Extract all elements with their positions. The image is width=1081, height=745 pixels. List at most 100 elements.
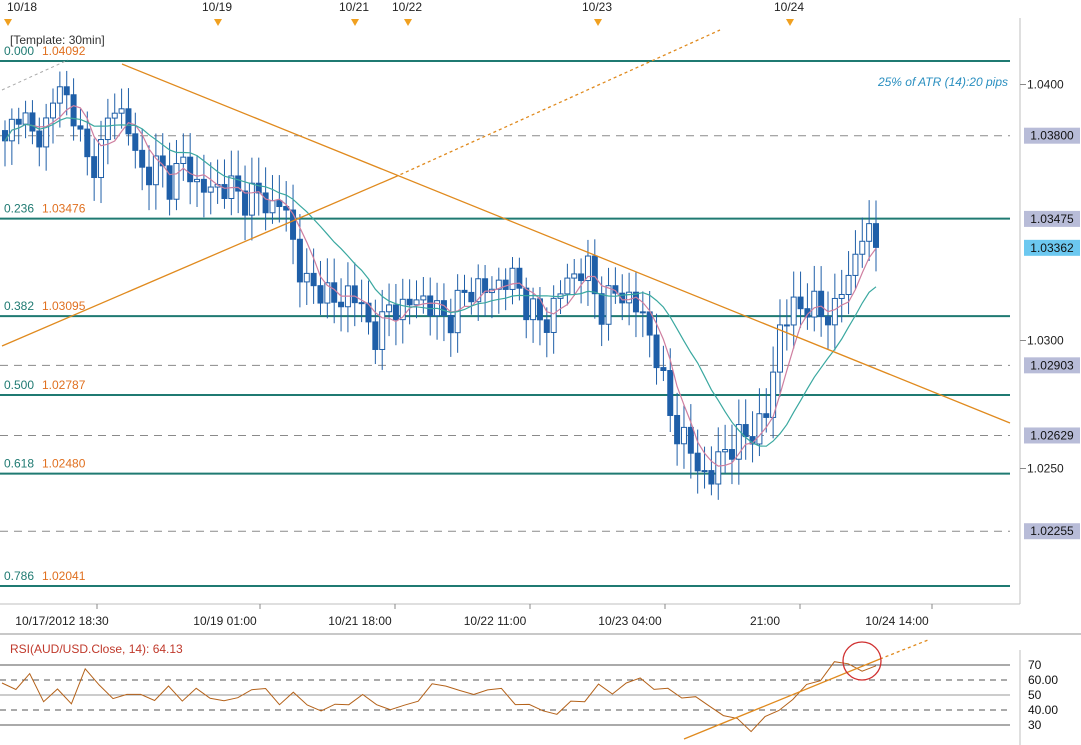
time-axis-label: 21:00 [750,614,780,628]
moving-average-slow [4,117,877,447]
candle-body [578,273,585,282]
breakout-circle [842,641,882,681]
fib-ratio-label: 0.382 [4,299,34,313]
candle-body [63,86,70,96]
uptrend-line [1,176,396,347]
top-date-label: 10/21 [339,0,369,14]
candle-body [722,449,729,453]
candle-body [221,184,228,199]
candle-body [166,165,173,200]
candle-body [495,279,502,290]
candle-body [36,130,43,148]
time-axis-label: 10/23 04:00 [598,614,662,628]
candle-body [873,223,879,248]
candle-body [708,470,715,485]
candle-body [194,178,201,183]
candle-body [653,334,660,369]
candle-body [646,311,653,336]
candle-body [701,470,708,473]
candle-body [790,296,797,326]
candle-body [626,291,633,304]
candle-body [324,282,331,304]
candle-body [818,290,825,318]
candle-body [824,316,831,326]
top-date-label: 10/18 [7,0,37,14]
candle-body [379,311,386,350]
candle-body [358,302,365,305]
event-marker [594,19,602,26]
price-tag [1024,127,1080,144]
time-axis-label: 10/17/2012 18:30 [15,614,109,628]
price-tag [1024,210,1080,227]
price-tag [1024,523,1080,540]
time-axis-label: 10/19 01:00 [193,614,257,628]
candle-body [2,130,8,142]
candle-body [98,139,105,179]
candle-body [91,156,98,179]
top-date-label: 10/22 [392,0,422,14]
candle-body [728,449,735,460]
uptrend-extension-line [394,29,721,178]
candle-body [262,192,269,214]
faint-trend-line [1,59,69,91]
candle-body [70,94,77,127]
candle-body [296,238,303,283]
fib-price-label: 1.03476 [42,202,86,216]
candle-body [386,304,393,313]
candle-body [735,424,742,460]
candle-body [303,272,310,283]
candle-body [56,86,63,104]
candle-body [125,108,132,135]
fib-ratio-label: 0.236 [4,202,34,216]
price-tick-label: 1.0250 [1027,462,1064,476]
fib-price-label: 1.03095 [42,299,86,313]
time-axis-label: 10/24 14:00 [865,614,929,628]
candle-body [139,149,146,168]
candle-body [783,324,790,327]
candle-body [406,298,413,306]
price-tag [1024,427,1080,444]
candle-body [413,299,420,306]
candle-body [845,274,852,295]
candle-body [187,156,194,183]
candle-body [146,166,153,186]
pane-separator [0,633,1081,635]
time-axis-label: 10/21 18:00 [328,614,392,628]
candle-body [763,413,770,418]
candle-body [838,293,845,299]
candle-body [447,314,454,334]
candle-body [207,186,214,193]
candle-body [797,296,804,310]
candle-body [598,293,605,325]
rsi-axis-label: 70 [1028,658,1042,672]
candle-body [530,298,537,321]
fib-price-label: 1.02480 [42,457,86,471]
price-tag [1024,357,1080,374]
candle-body [715,451,722,485]
event-marker [4,19,12,26]
rsi-axis-label: 60.00 [1028,673,1058,687]
top-date-label: 10/19 [202,0,232,14]
candle-body [351,285,358,304]
candle-body [619,292,626,304]
moving-average-fast [4,105,877,467]
candle-body [317,285,324,304]
fib-price-label: 1.04092 [42,44,86,58]
candle-body [132,133,139,151]
event-marker [404,19,412,26]
candle-body [399,298,406,321]
candle-body [756,413,763,445]
time-axis-label: 10/22 11:00 [464,614,527,628]
candle-body [29,112,36,132]
candle-body [543,319,550,333]
candle-body [523,287,530,321]
candle-body [235,175,242,192]
candle-body [831,297,838,326]
template-label: [Template: 30min] [10,33,105,47]
downtrend-line [121,63,1011,424]
atr-note: 25% of ATR (14):20 pips [877,75,1008,89]
price-tick-label: 1.0400 [1027,78,1064,92]
event-marker [786,19,794,26]
rsi-trend-line [683,658,881,740]
candle-body [461,289,468,293]
